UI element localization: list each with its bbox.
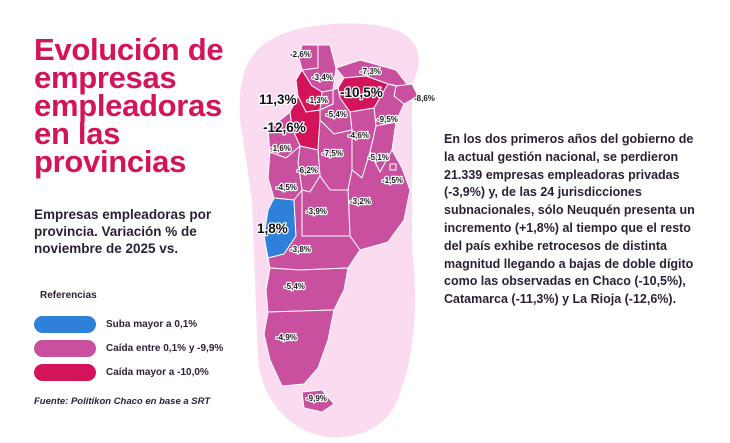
legend-swatch-down — [34, 339, 96, 357]
label-la-pampa: -3,9% — [306, 207, 327, 216]
map-subtitle: Empresas empleadoras por provincia. Vari… — [34, 207, 212, 256]
legend-item-down-strong: Caída mayor a -10,0% — [34, 361, 254, 383]
label-corrientes: -9,5% — [377, 115, 398, 124]
label-tucuman: -1,3% — [307, 96, 328, 105]
label-buenos-aires: -3,2% — [350, 197, 371, 206]
legend-title: Referencias — [40, 290, 97, 301]
label-mendoza: -4,5% — [276, 183, 297, 192]
label-misiones: -8,6% — [414, 94, 435, 103]
label-tierra-del-fuego: -9,9% — [306, 394, 327, 403]
province-labels: -2,6% -3,4% -7,3% -10,5% -8,6% 11,3% -1,… — [256, 49, 436, 405]
label-rio-negro: -3,8% — [290, 245, 311, 254]
label-catamarca: 11,3% — [259, 92, 297, 107]
label-neuquen: 1,8% — [257, 221, 288, 236]
label-san-juan: -1,6% — [270, 144, 291, 153]
label-formosa: -7,3% — [360, 67, 381, 76]
legend-swatch-down-strong — [34, 363, 96, 381]
legend-label-down-strong: Caída mayor a -10,0% — [106, 366, 209, 378]
province-chubut — [265, 267, 349, 313]
label-cordoba: -7,5% — [322, 149, 343, 158]
label-santiago-del-estero: -5,4% — [326, 110, 347, 119]
province-santa-cruz — [263, 309, 335, 387]
provinces — [263, 44, 419, 413]
label-chaco: -10,5% — [340, 85, 383, 100]
legend: Referencias Suba mayor a 0,1% Caída entr… — [34, 290, 254, 385]
province-tierra-del-fuego — [301, 389, 335, 413]
description-text: En los dos primeros años del gobierno de… — [444, 132, 695, 307]
legend-item-down: Caída entre 0,1% y -9,9% — [34, 337, 254, 359]
label-caba: -1,5% — [382, 176, 403, 185]
label-santa-cruz: -4,9% — [276, 333, 297, 342]
source-note: Fuente: Politikon Chaco en base a SRT — [34, 396, 211, 407]
legend-label-down: Caída entre 0,1% y -9,9% — [106, 342, 224, 354]
legend-swatch-up — [34, 315, 96, 333]
legend-label-up: Suba mayor a 0,1% — [106, 318, 198, 330]
label-jujuy: -2,6% — [290, 50, 311, 59]
label-salta: -3,4% — [312, 73, 333, 82]
province-caba — [389, 163, 397, 171]
legend-item-up: Suba mayor a 0,1% — [34, 313, 254, 335]
label-entre-rios: -5,1% — [368, 153, 389, 162]
label-chubut: -5,4% — [284, 282, 305, 291]
page-title: Evolución de empresas empleadoras en las… — [34, 32, 224, 179]
label-san-luis: -6,2% — [297, 166, 318, 175]
label-la-rioja: -12,6% — [263, 120, 306, 135]
label-santa-fe: -4,6% — [348, 131, 369, 140]
